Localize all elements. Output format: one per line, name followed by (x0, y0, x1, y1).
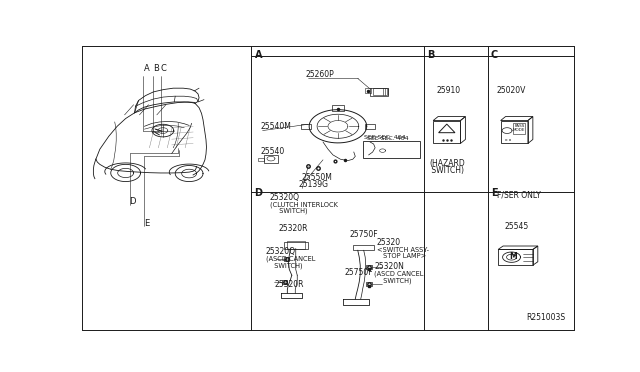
Text: E: E (491, 188, 497, 198)
Bar (370, 87, 388, 96)
Bar (433, 121, 460, 144)
Text: B: B (154, 64, 159, 73)
Text: <SWITCH ASSY-: <SWITCH ASSY- (376, 247, 429, 253)
Text: SEE SEC. 404: SEE SEC. 404 (367, 136, 408, 141)
Text: PASS: PASS (515, 124, 525, 128)
Text: 25545: 25545 (504, 222, 529, 231)
Bar (365, 282, 372, 286)
Text: 25320Q: 25320Q (270, 193, 300, 202)
Text: 25320Q: 25320Q (266, 247, 296, 256)
Bar (365, 88, 371, 93)
Text: C: C (161, 64, 167, 73)
Bar (284, 242, 308, 248)
Text: R251003S: R251003S (527, 313, 566, 322)
Text: (ASCD CANCEL: (ASCD CANCEL (266, 256, 316, 262)
Text: A: A (143, 64, 149, 73)
Text: SWITCH): SWITCH) (429, 166, 464, 175)
Text: (ASCD CANCEL: (ASCD CANCEL (374, 271, 424, 277)
Text: D: D (129, 198, 136, 206)
Bar (498, 250, 533, 265)
Text: 25320R: 25320R (278, 224, 308, 233)
Text: 25910: 25910 (436, 86, 460, 95)
Text: MODE: MODE (513, 128, 525, 132)
Bar (365, 124, 375, 129)
Text: 25540M: 25540M (260, 122, 291, 131)
Bar (264, 155, 278, 163)
Text: 25320N: 25320N (374, 262, 404, 271)
Text: SWITCH): SWITCH) (275, 208, 308, 214)
Text: 25750F: 25750F (349, 230, 378, 240)
Bar (257, 158, 264, 161)
Text: 25320: 25320 (376, 238, 401, 247)
Text: STOP LAMP>: STOP LAMP> (381, 253, 426, 260)
Bar (282, 280, 287, 284)
Text: SEE SEC. 404: SEE SEC. 404 (364, 135, 406, 140)
Text: 25540: 25540 (260, 147, 284, 156)
Text: (CLUTCH INTERLOCK: (CLUTCH INTERLOCK (270, 202, 338, 208)
Text: B: B (428, 50, 435, 60)
Text: SWITCH): SWITCH) (379, 277, 412, 283)
Text: (HAZARD: (HAZARD (429, 159, 465, 168)
Bar (287, 241, 305, 250)
Text: A: A (255, 50, 262, 60)
Text: 25550M: 25550M (301, 173, 333, 182)
Bar (513, 124, 525, 134)
Text: C: C (491, 50, 498, 60)
Bar (363, 141, 420, 158)
Text: 25260P: 25260P (306, 70, 335, 79)
Text: M: M (509, 251, 516, 261)
Text: D: D (255, 188, 262, 198)
Text: F/SER ONLY: F/SER ONLY (497, 191, 540, 200)
Text: 25750F: 25750F (344, 268, 373, 277)
Text: SWITCH): SWITCH) (270, 262, 303, 269)
Text: o o: o o (504, 138, 511, 142)
Bar (284, 257, 289, 261)
Text: E: E (145, 219, 150, 228)
Text: 25020V: 25020V (497, 86, 526, 95)
Bar (332, 105, 344, 110)
Bar (372, 89, 387, 95)
Bar (365, 266, 372, 269)
Bar (353, 244, 374, 250)
Text: 25320R: 25320R (275, 280, 305, 289)
Bar (500, 121, 528, 144)
Text: 25139G: 25139G (298, 180, 328, 189)
Bar (301, 124, 310, 129)
